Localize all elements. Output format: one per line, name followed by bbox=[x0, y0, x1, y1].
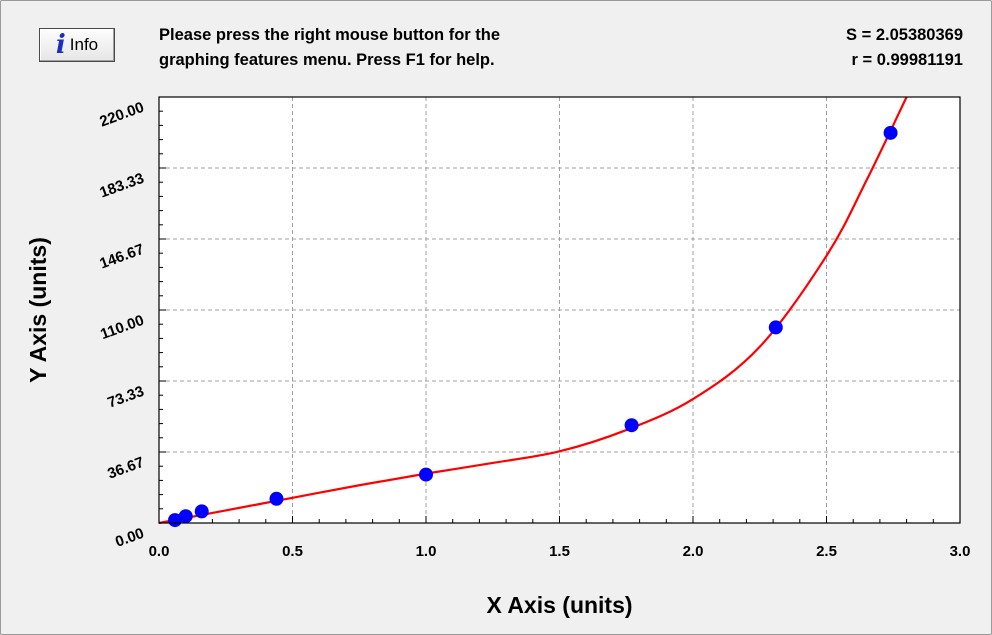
stat-r: r = 0.99981191 bbox=[851, 51, 964, 69]
x-tick-label: 3.0 bbox=[950, 543, 971, 560]
info-button[interactable]: i Info bbox=[39, 28, 115, 62]
plot-border bbox=[158, 96, 961, 524]
y-tick-label: 36.67 bbox=[105, 454, 146, 483]
data-point bbox=[883, 125, 898, 140]
y-tick-label: 220.00 bbox=[97, 99, 146, 131]
x-tick-label: 1.5 bbox=[549, 543, 570, 560]
x-tick-label: 0.5 bbox=[282, 543, 303, 560]
x-axis-title: X Axis (units) bbox=[486, 592, 632, 618]
fit-curve bbox=[158, 96, 908, 525]
data-points bbox=[168, 125, 898, 528]
data-point bbox=[269, 491, 284, 506]
y-tick-label: 73.33 bbox=[105, 383, 146, 412]
y-tick-label: 110.00 bbox=[98, 312, 146, 343]
info-icon: i bbox=[55, 30, 66, 60]
data-point bbox=[194, 504, 209, 519]
x-tick-label: 2.5 bbox=[816, 543, 837, 560]
y-tick-labels: 0.00 36.67 73.33 110.00 146.67 183.33 220.00 bbox=[97, 99, 146, 551]
stat-s: S = 2.05380369 bbox=[846, 26, 963, 44]
help-message: Please press the right mouse button for … bbox=[159, 23, 629, 73]
x-tick-labels: 0.0 0.5 1.0 1.5 2.0 2.5 3.0 bbox=[149, 543, 971, 560]
data-point bbox=[178, 509, 193, 524]
data-point bbox=[768, 320, 783, 335]
info-button-label: Info bbox=[69, 35, 99, 54]
x-tick-label: 2.0 bbox=[683, 543, 704, 560]
fit-statistics: S = 2.05380369 r = 0.99981191 bbox=[846, 23, 963, 73]
y-axis-title: Y Axis (units) bbox=[25, 237, 51, 383]
y-tick-label: 0.00 bbox=[113, 525, 146, 551]
data-point bbox=[419, 467, 433, 482]
data-point bbox=[624, 418, 639, 433]
help-message-line-2: graphing features menu. Press F1 for hel… bbox=[159, 51, 495, 69]
x-tick-label: 0.0 bbox=[149, 543, 170, 560]
help-message-line-1: Please press the right mouse button for … bbox=[159, 26, 501, 44]
x-tick-label: 1.0 bbox=[416, 543, 437, 560]
y-tick-label: 183.33 bbox=[97, 170, 146, 202]
y-tick-label: 146.67 bbox=[97, 241, 146, 273]
